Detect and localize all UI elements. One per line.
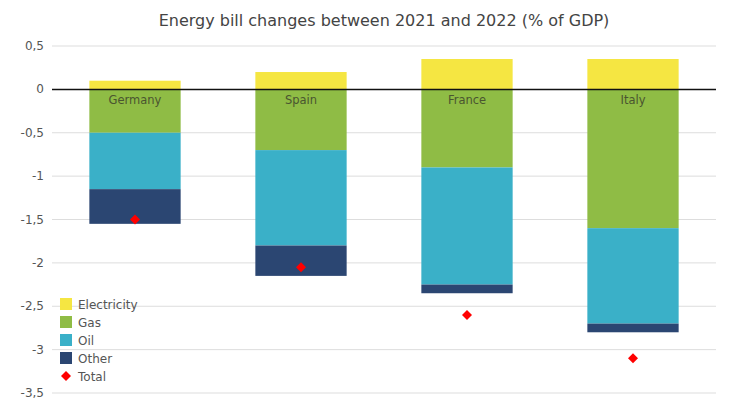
legend-label: Oil xyxy=(78,334,94,348)
bar-segment xyxy=(255,246,346,276)
chart: Energy bill changes between 2021 and 202… xyxy=(0,0,730,409)
bar-segment xyxy=(89,81,180,90)
grid-line xyxy=(52,46,716,47)
y-tick-label: -0,5 xyxy=(21,126,44,140)
bar-segment xyxy=(587,89,678,228)
category-label: Spain xyxy=(285,93,317,107)
bar-segment xyxy=(587,228,678,323)
y-tick-label: -3 xyxy=(32,343,44,357)
legend-label: Total xyxy=(77,370,106,384)
legend: Electricity Gas Oil Other Total xyxy=(60,298,138,384)
legend-label: Gas xyxy=(78,316,101,330)
category-label: France xyxy=(448,93,486,107)
legend-swatch xyxy=(60,316,72,328)
bar-segment xyxy=(89,189,180,224)
grid-line xyxy=(52,393,716,394)
bar-segment xyxy=(421,89,512,167)
y-tick-label: -1,5 xyxy=(21,213,44,227)
legend-label: Electricity xyxy=(78,298,138,312)
bar-segment xyxy=(255,72,346,89)
total-marker xyxy=(130,215,140,225)
y-tick-label: -2,5 xyxy=(21,299,44,313)
total-marker xyxy=(628,353,638,363)
category-label: Italy xyxy=(621,93,646,107)
grid-line xyxy=(52,349,716,350)
legend-swatch xyxy=(60,298,72,310)
bar-segment xyxy=(89,89,180,132)
bar-segment xyxy=(255,89,346,150)
y-tick-label: 0,5 xyxy=(25,39,44,53)
zero-line xyxy=(52,89,716,91)
bar-segment xyxy=(421,59,512,89)
bar-segment xyxy=(587,324,678,333)
legend-swatch xyxy=(60,334,72,346)
bar-segment xyxy=(255,150,346,245)
total-marker xyxy=(296,262,306,272)
bars xyxy=(89,59,678,332)
y-tick-label: -1 xyxy=(32,169,44,183)
bar-segment xyxy=(587,59,678,89)
bar-segment xyxy=(421,285,512,294)
bar-segment xyxy=(421,167,512,284)
bar-segment xyxy=(89,133,180,189)
total-markers xyxy=(130,215,638,364)
y-tick-label: -2 xyxy=(32,256,44,270)
legend-label: Other xyxy=(78,352,112,366)
y-tick-label: -3,5 xyxy=(21,386,44,400)
legend-swatch xyxy=(61,371,71,381)
category-label: Germany xyxy=(109,93,162,107)
legend-swatch xyxy=(60,352,72,364)
title: Energy bill changes between 2021 and 202… xyxy=(159,11,610,30)
y-tick-label: 0 xyxy=(36,82,44,96)
total-marker xyxy=(462,310,472,320)
grid xyxy=(52,46,716,393)
